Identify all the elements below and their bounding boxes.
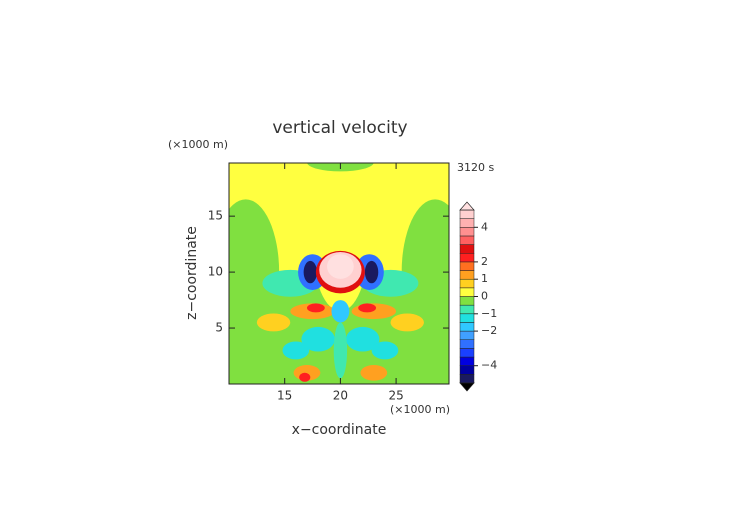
colorbar-tick-label: −2 <box>481 324 497 337</box>
colorbar-band <box>459 330 475 341</box>
colorbar-band <box>459 304 475 315</box>
x-unit: (×1000 m) <box>390 403 450 416</box>
colorbar-band <box>459 244 475 254</box>
colorbar-band <box>459 270 475 280</box>
x-tick-label: 25 <box>388 389 403 403</box>
y-tick-label: 15 <box>208 209 223 223</box>
colorbar-band <box>459 235 475 245</box>
x-tick-label: 20 <box>333 389 348 403</box>
colorbar-tick-label: 0 <box>481 290 488 303</box>
colorbar-tick-label: −4 <box>481 359 497 372</box>
y-tick-label: 5 <box>215 321 223 335</box>
colorbar-tick-label: 1 <box>481 272 488 285</box>
contour-region <box>256 313 291 332</box>
x-tick-label: 15 <box>277 389 292 403</box>
colorbar-band <box>459 348 475 358</box>
colorbar-band <box>459 227 475 237</box>
plot-frame <box>228 162 450 385</box>
contour-region <box>331 300 350 323</box>
colorbar-band <box>459 261 475 271</box>
colorbar-tick-label: −1 <box>481 307 497 320</box>
contour-region <box>371 341 399 360</box>
contour-region <box>282 341 310 360</box>
colorbar-over <box>459 201 475 211</box>
contour-region <box>360 364 388 381</box>
colorbar-band <box>459 339 475 349</box>
contour-field <box>229 163 449 384</box>
y-tick-label: 10 <box>208 265 223 279</box>
contour-region <box>303 260 318 284</box>
y-axis-label: z−coordinate <box>184 226 200 320</box>
colorbar-tick-label: 2 <box>481 255 488 268</box>
colorbar-band <box>459 278 475 289</box>
contour-region <box>401 199 449 345</box>
y-unit: (×1000 m) <box>168 138 228 151</box>
colorbar-under <box>459 382 475 392</box>
contour-region <box>299 372 311 382</box>
contour-region <box>229 199 280 345</box>
contour-region <box>390 313 424 332</box>
colorbar-band <box>459 374 475 384</box>
time-label: 3120 s <box>457 161 494 174</box>
contour-region <box>345 326 380 352</box>
colorbar-band <box>459 356 475 366</box>
contour-region <box>358 303 377 313</box>
contour-region <box>364 260 379 284</box>
contour-region <box>301 326 335 352</box>
x-axis-label: x−coordinate <box>292 422 387 438</box>
colorbar-band <box>459 209 475 219</box>
contour-region <box>327 254 354 279</box>
colorbar-band <box>459 218 475 228</box>
colorbar-tick-label: 4 <box>481 220 488 233</box>
contour-region <box>306 303 325 313</box>
colorbar-band <box>459 253 475 263</box>
colorbar-band <box>459 365 475 375</box>
colorbar-band <box>459 296 475 306</box>
colorbar-band <box>459 287 475 297</box>
colorbar-band <box>459 322 475 332</box>
chart-title: vertical velocity <box>272 118 407 138</box>
contour-region <box>333 322 348 379</box>
colorbar-band <box>459 313 475 323</box>
